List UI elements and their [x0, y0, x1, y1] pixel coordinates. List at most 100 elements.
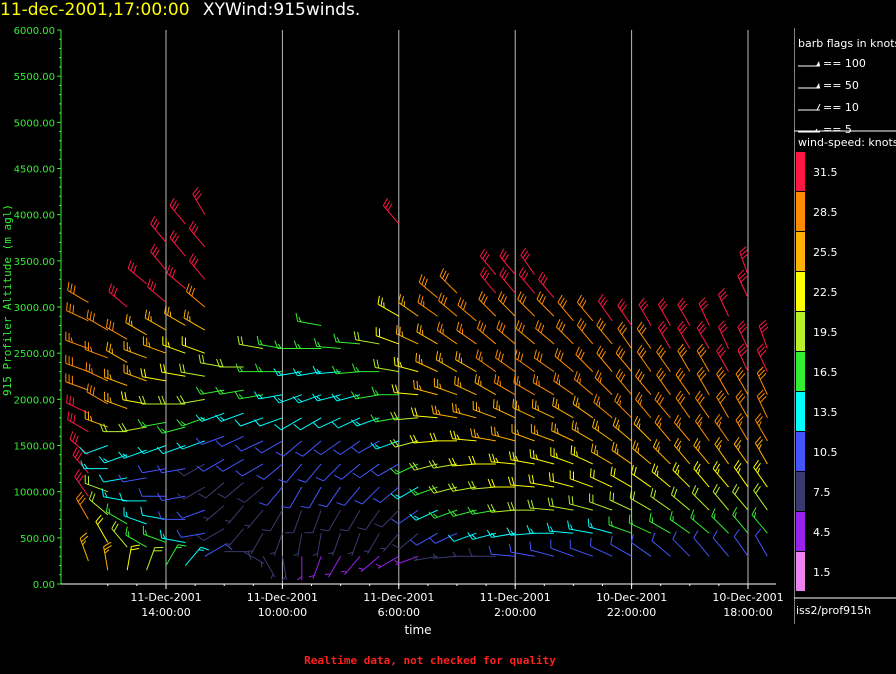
barb-feather-10 — [293, 423, 301, 431]
barb-feather-10 — [480, 293, 486, 302]
barb-feather-10 — [89, 311, 92, 320]
barb-feather-10 — [333, 449, 341, 456]
barb-feather-10 — [74, 435, 79, 444]
barb-feather-10 — [517, 291, 522, 300]
y-tick-label: 2000.00 — [14, 395, 55, 406]
barb-shaft — [219, 389, 244, 395]
barb-shaft — [144, 317, 167, 331]
barb-feather-10 — [331, 365, 337, 374]
barb-feather-10 — [79, 446, 86, 455]
barb-feather-10 — [443, 297, 448, 306]
barb-feather-10 — [118, 451, 125, 459]
barb-feather-5 — [259, 339, 263, 346]
barb-shaft — [95, 521, 109, 543]
barb-feather-5 — [452, 551, 457, 557]
barb-feather-10 — [679, 346, 686, 355]
barb-feather-10 — [164, 304, 167, 314]
barb-feather-10 — [353, 331, 357, 340]
barb-feather-5 — [569, 524, 574, 530]
barb-shaft — [732, 491, 749, 511]
barb-feather-5 — [312, 552, 318, 557]
barb-shaft — [635, 399, 652, 419]
barb-feather-5 — [697, 468, 701, 475]
barb-shaft — [629, 497, 652, 511]
barb-feather-10 — [675, 390, 682, 399]
barb-feather-10 — [350, 391, 357, 400]
barb-feather-10 — [677, 343, 684, 352]
barb-shaft — [474, 382, 497, 396]
speed-legend-label: 25.5 — [813, 246, 838, 259]
barb-shaft — [531, 432, 555, 442]
barb-shaft — [756, 395, 768, 419]
barb-shaft — [735, 373, 749, 395]
barb-feather-10 — [174, 235, 180, 244]
barb-feather-10 — [467, 506, 473, 515]
barb-shaft — [316, 533, 322, 557]
barb-feather-10 — [755, 413, 762, 421]
barb-feather-5 — [618, 424, 620, 431]
barb-feather-10 — [416, 323, 419, 333]
barb-feather-10 — [219, 358, 224, 368]
barb-feather-10 — [532, 374, 536, 383]
barb-shaft — [123, 449, 147, 459]
barb-shaft — [103, 496, 128, 502]
barb-shaft — [589, 501, 613, 511]
barb-feather-10 — [760, 323, 768, 330]
barb-shaft — [258, 394, 283, 400]
barb-feather-10 — [76, 472, 82, 480]
barb-feather-10 — [77, 494, 84, 502]
barb-feather-5 — [718, 444, 722, 451]
barb-shaft — [617, 305, 633, 326]
barb-feather-10 — [520, 353, 524, 363]
barb-feather-10 — [737, 343, 745, 351]
barb-feather-10 — [741, 252, 750, 260]
barb-feather-10 — [673, 437, 680, 446]
barb-shaft — [201, 435, 225, 445]
barb-feather-10 — [534, 400, 537, 410]
barb-feather-5 — [737, 444, 741, 451]
barb-legend-title: barb flags in knots — [798, 37, 896, 50]
barb-feather-10 — [451, 403, 454, 412]
barb-feather-5 — [536, 429, 539, 436]
barb-shaft — [479, 274, 497, 294]
barb-feather-10 — [140, 506, 143, 516]
barb-shaft — [185, 546, 202, 566]
barb-shaft — [308, 486, 322, 509]
barb-feather-10 — [597, 372, 602, 381]
barb-feather-10 — [176, 511, 183, 519]
barb-feather-10 — [677, 393, 684, 402]
barb-shaft — [677, 304, 691, 326]
barb-shaft — [556, 326, 574, 345]
barb-shaft — [554, 355, 574, 373]
barb-feather-10 — [444, 273, 449, 282]
barb-feather-10 — [499, 248, 505, 257]
barb-feather-10 — [636, 344, 643, 353]
barb-feather-10 — [594, 369, 600, 378]
barb-feather-10 — [121, 422, 127, 431]
barb-feather-10 — [339, 529, 349, 532]
barb-feather-10 — [755, 486, 761, 494]
barb-feather-10 — [679, 300, 686, 309]
barb-feather-5 — [576, 451, 578, 457]
wind-profile — [567, 294, 594, 557]
barb-shaft — [491, 461, 516, 465]
barb-feather-10 — [156, 465, 163, 474]
barb-shaft — [103, 477, 128, 483]
wind-profile — [506, 247, 536, 557]
barb-feather-10 — [236, 497, 245, 503]
barb-feather-10 — [215, 414, 222, 422]
barb-feather-5 — [517, 405, 520, 411]
barb-feather-10 — [633, 415, 639, 425]
barb-shaft — [454, 384, 477, 396]
barb-shaft — [452, 438, 477, 442]
barb-shaft — [147, 286, 167, 303]
barb-shaft — [186, 291, 206, 308]
barb-feather-5 — [355, 366, 360, 372]
barb-shaft — [514, 357, 535, 373]
barb-shaft — [696, 350, 710, 372]
barb-shaft — [356, 417, 380, 427]
y-tick-label: 0.00 — [33, 580, 55, 591]
barb-feather-10 — [188, 253, 195, 262]
barb-shaft — [414, 388, 438, 396]
barb-feather-10 — [695, 463, 701, 472]
